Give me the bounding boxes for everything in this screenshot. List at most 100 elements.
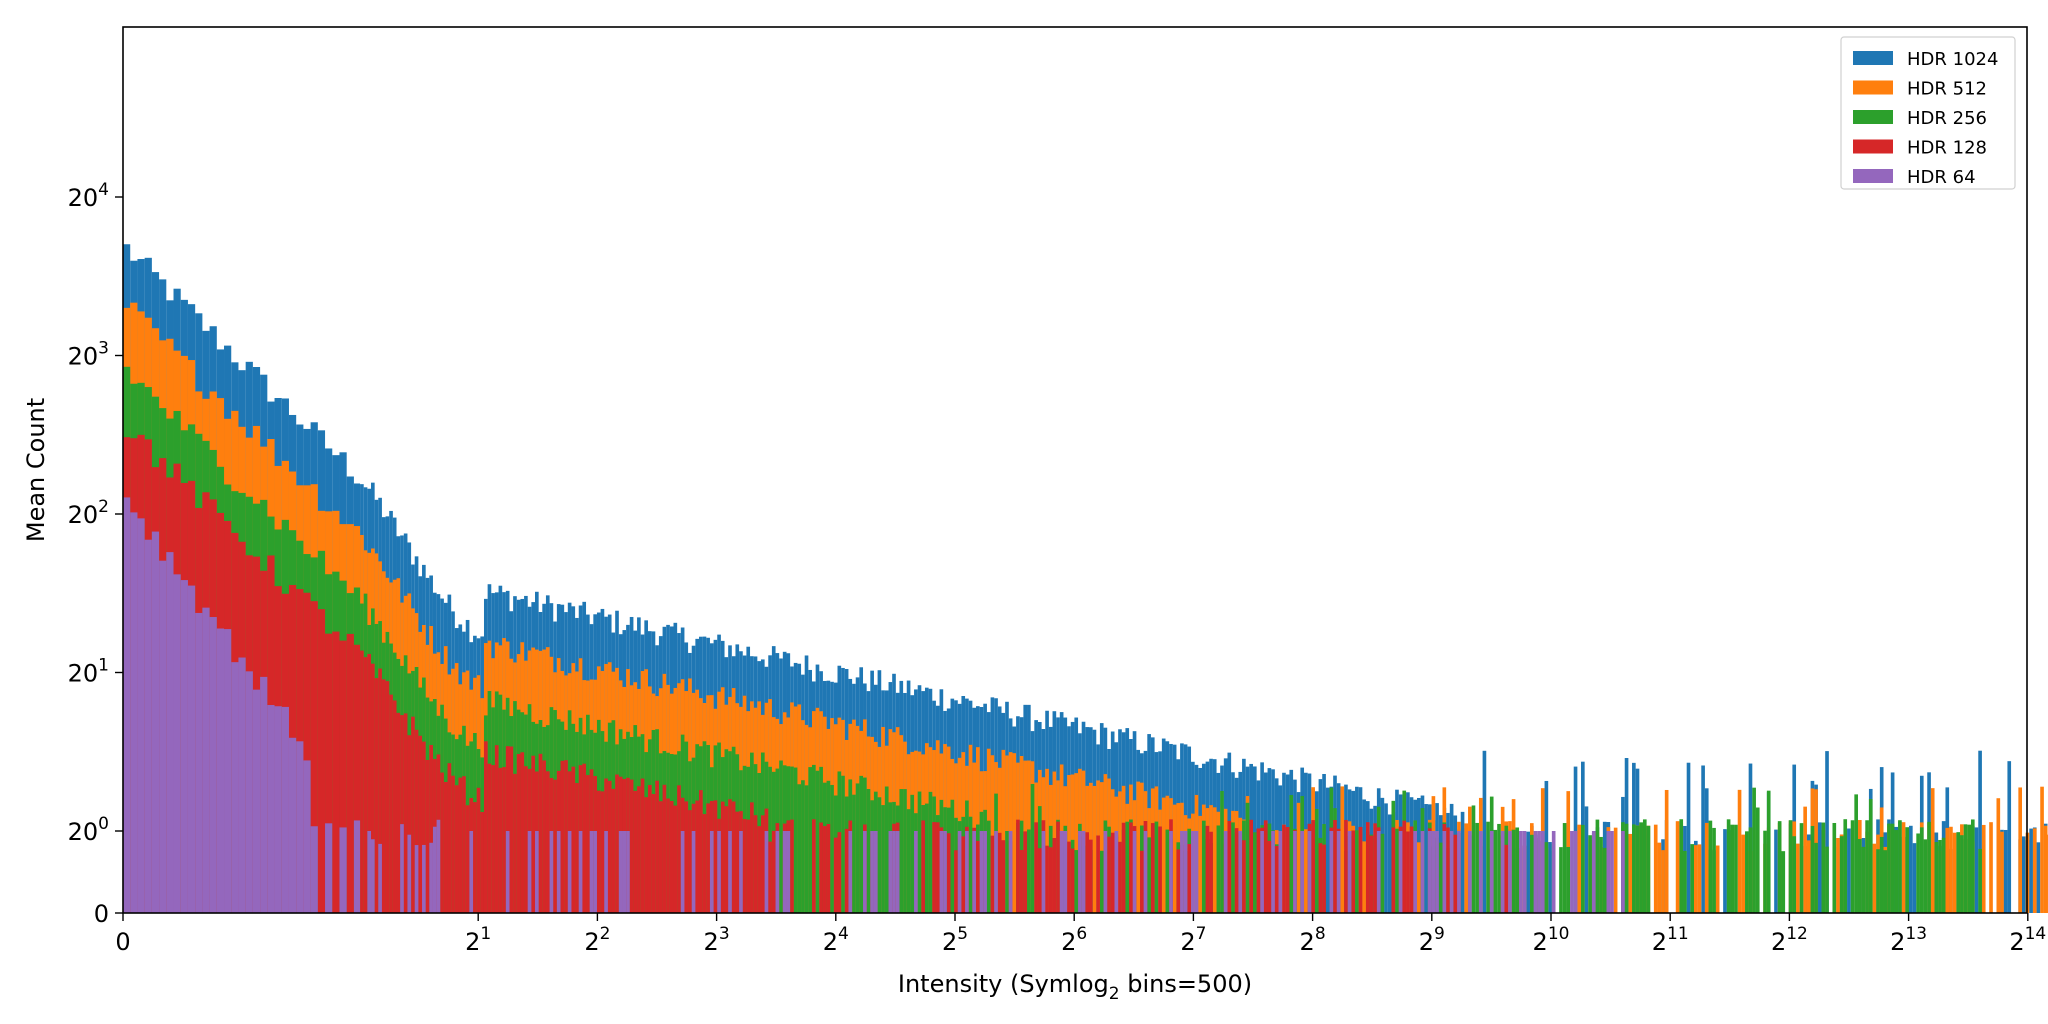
bar <box>1774 829 1778 913</box>
bar <box>1132 831 1137 913</box>
bar <box>374 678 379 913</box>
bar-layer <box>123 244 2048 914</box>
bar <box>997 832 1002 913</box>
bar <box>954 850 958 913</box>
bar <box>1923 839 1928 913</box>
bar <box>281 706 289 913</box>
bar <box>1070 848 1075 913</box>
bar <box>267 705 275 913</box>
bar <box>1978 848 1982 913</box>
bar <box>1905 827 1910 913</box>
bar <box>1529 834 1534 913</box>
bar <box>2003 829 2008 913</box>
bar <box>1843 819 1848 913</box>
bar <box>943 831 947 913</box>
legend-swatch <box>1853 51 1893 65</box>
bar <box>1475 822 1479 913</box>
bar <box>1482 750 1487 913</box>
bar <box>662 784 667 913</box>
bar <box>808 767 812 913</box>
bar <box>589 831 594 913</box>
bar <box>1854 794 1858 913</box>
bar <box>695 800 700 913</box>
bar <box>1183 831 1188 913</box>
bar <box>1726 819 1731 913</box>
bar <box>1227 820 1232 913</box>
bar <box>640 778 645 913</box>
bar <box>1311 820 1315 913</box>
legend-swatch <box>1853 80 1893 95</box>
x-axis-ticks: 0 21 22 23 24 25 26 27 28 29 210 211 212 213 214 <box>115 913 2046 956</box>
bar <box>2036 842 2041 913</box>
x-tick-label: 22 <box>584 924 610 956</box>
bar <box>793 767 798 913</box>
bar <box>582 763 587 913</box>
y-tick-base: 20 <box>68 818 99 846</box>
bar <box>469 831 474 913</box>
bar <box>549 831 554 913</box>
bar <box>1231 822 1235 913</box>
bar <box>844 828 849 913</box>
bar <box>231 662 239 913</box>
bar <box>779 760 783 913</box>
bar <box>1960 835 1964 913</box>
bar <box>476 787 481 913</box>
x-tick-label: 26 <box>1061 924 1087 956</box>
legend-swatch <box>1853 110 1893 124</box>
bar <box>310 601 318 913</box>
bar <box>1187 844 1192 913</box>
x-tick-exponent: 11 <box>1667 924 1689 944</box>
x-tick-label: 212 <box>1771 924 1808 956</box>
bar <box>1296 802 1301 913</box>
bar <box>575 783 579 913</box>
bar <box>1271 831 1275 913</box>
bar <box>1045 845 1049 913</box>
x-tick-label: 211 <box>1652 924 1689 956</box>
bar <box>1067 841 1071 913</box>
bar <box>1927 821 1931 913</box>
bar <box>1220 790 1224 913</box>
bar <box>195 612 203 913</box>
bar <box>1803 806 1807 913</box>
bar <box>1602 847 1607 913</box>
bar <box>480 811 484 913</box>
bar <box>720 801 725 913</box>
bar <box>914 831 918 913</box>
bar <box>1562 823 1567 913</box>
bar <box>1001 749 1006 913</box>
bar <box>556 831 561 913</box>
x-tick-exponent: 14 <box>2025 924 2047 944</box>
bar <box>1632 824 1636 913</box>
x-tick-base: 2 <box>1180 928 1195 956</box>
bar <box>371 839 375 913</box>
bar <box>1981 824 1986 913</box>
x-axis-label-main: Intensity (Symlog <box>898 970 1109 998</box>
bar <box>571 766 576 913</box>
bar <box>815 770 820 913</box>
bar <box>611 788 616 913</box>
bar <box>429 842 433 913</box>
bar <box>224 629 232 913</box>
y-tick-label: 204 <box>68 180 109 212</box>
bar <box>1989 822 1993 913</box>
bar <box>968 816 973 913</box>
bar <box>440 772 444 913</box>
bar <box>509 746 514 913</box>
bar <box>1693 845 1698 913</box>
bar <box>1566 846 1571 913</box>
bar <box>1030 783 1035 913</box>
bar <box>400 824 404 913</box>
bar <box>1777 821 1782 913</box>
bar <box>1544 842 1549 913</box>
bar <box>1533 831 1538 913</box>
bar <box>1457 831 1461 913</box>
bar <box>1876 849 1880 913</box>
bar <box>1008 831 1013 913</box>
bar <box>516 753 521 913</box>
bar <box>400 715 404 913</box>
bar <box>1825 846 1829 913</box>
bar <box>1938 839 1942 913</box>
bar <box>473 802 477 913</box>
